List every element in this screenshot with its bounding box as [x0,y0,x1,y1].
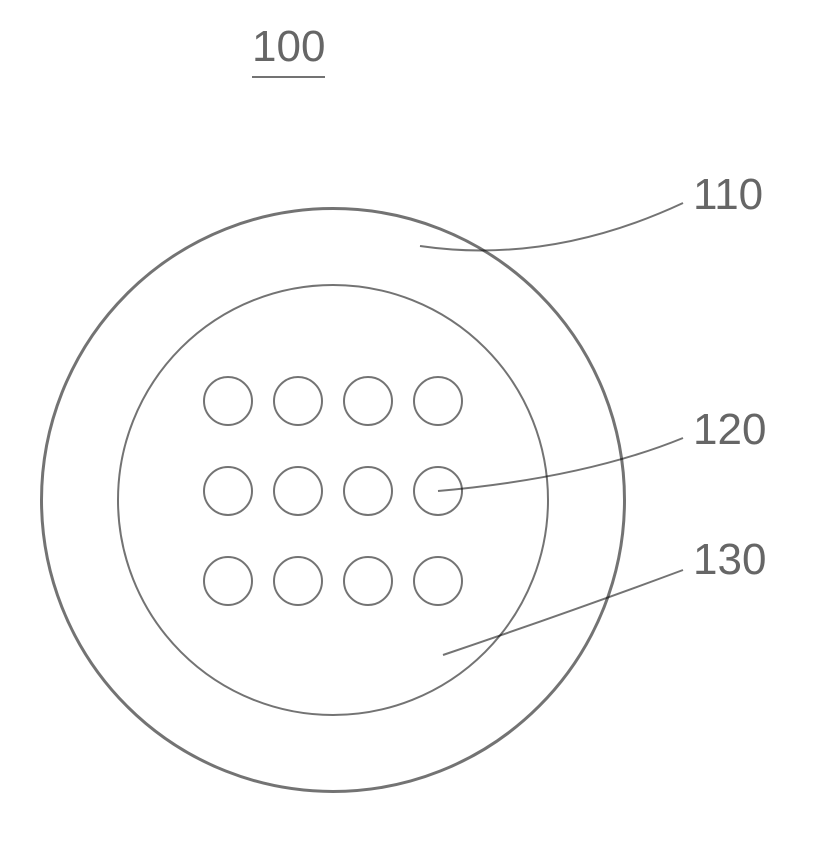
callout-label-120: 120 [693,405,766,455]
small-circle-120 [413,376,463,426]
small-circle-120 [203,466,253,516]
small-circle-120 [203,556,253,606]
callout-label-130: 130 [693,535,766,585]
small-circle-120 [343,376,393,426]
inner-region-130 [117,284,549,716]
small-circle-120 [343,466,393,516]
callout-label-110: 110 [693,170,763,220]
small-circle-120 [343,556,393,606]
small-circle-120 [273,376,323,426]
figure-number-label: 100 [252,22,325,78]
diagram-canvas: 100 110 120 130 [0,0,835,851]
small-circle-120 [203,376,253,426]
small-circle-120 [413,466,463,516]
small-circle-120 [273,556,323,606]
small-circle-120 [413,556,463,606]
small-circle-120 [273,466,323,516]
